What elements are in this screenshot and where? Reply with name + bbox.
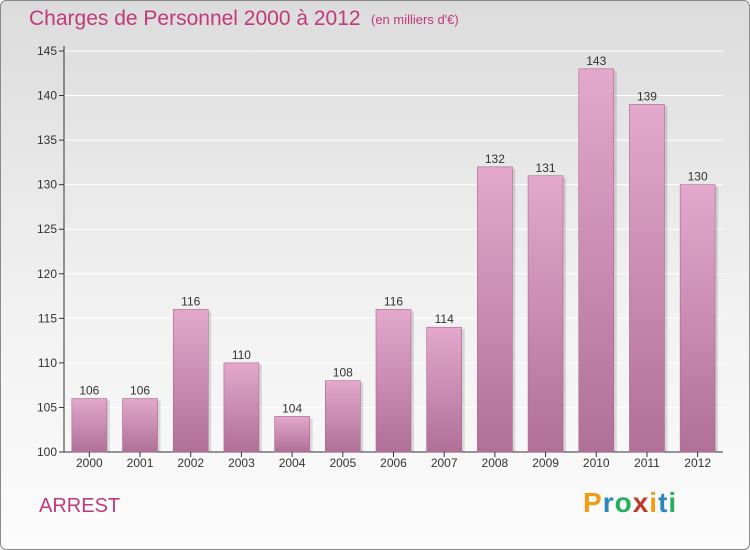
bar [527, 175, 564, 453]
y-tick-label: 110 [38, 356, 57, 370]
logo-letter: r [602, 487, 615, 518]
y-tick-label: 145 [37, 44, 57, 58]
y-tick-label: 100 [37, 445, 57, 459]
x-tick-label: 2005 [329, 456, 356, 470]
bar-value-label: 108 [333, 366, 353, 380]
bar-value-label: 130 [688, 170, 708, 184]
y-tick-label: 130 [37, 178, 57, 192]
bar [679, 184, 716, 453]
x-tick-label: 2010 [583, 456, 610, 470]
x-tick-label: 2009 [532, 456, 559, 470]
x-tick-label: 2003 [228, 456, 255, 470]
logo-letter: o [614, 487, 633, 518]
bar-value-label: 106 [130, 384, 150, 398]
bar-value-label: 139 [637, 89, 657, 103]
bar [223, 362, 260, 453]
bar [375, 309, 412, 453]
bar-value-label: 114 [435, 312, 454, 326]
bar-value-label: 132 [485, 152, 505, 166]
x-tick-label: 2006 [380, 456, 407, 470]
x-tick-label: 2004 [279, 456, 306, 470]
bar-value-label: 106 [79, 384, 99, 398]
y-tick-label: 135 [37, 133, 57, 147]
bar-value-label: 104 [282, 401, 302, 415]
x-tick-label: 2008 [482, 456, 509, 470]
x-tick-label: 2012 [684, 456, 711, 470]
bar [578, 68, 615, 453]
bar-value-label: 116 [384, 294, 403, 308]
bar [477, 166, 513, 453]
y-tick-label: 105 [37, 400, 57, 414]
chart-subtitle: (en milliers d'€) [371, 12, 459, 27]
bar-value-label: 116 [181, 294, 200, 308]
y-tick-label: 140 [37, 89, 57, 103]
logo-letter: i [668, 487, 678, 518]
logo-letter: i [649, 487, 659, 518]
x-tick-label: 2000 [76, 456, 103, 470]
y-tick-label: 115 [38, 311, 57, 325]
logo-letter: t [658, 487, 669, 518]
bar-value-label: 131 [536, 161, 556, 175]
bar [122, 398, 158, 453]
logo-letter: P [583, 487, 603, 518]
bar [629, 104, 665, 453]
y-tick-label: 125 [37, 222, 57, 236]
bar [172, 309, 209, 453]
bar [71, 398, 108, 453]
bar [274, 416, 310, 453]
x-tick-label: 2007 [431, 456, 458, 470]
x-tick-label: 2002 [177, 456, 204, 470]
bar-value-label: 110 [232, 348, 251, 362]
bar [426, 326, 462, 453]
commune-name: ARREST [39, 495, 121, 517]
x-tick-label: 2011 [634, 456, 660, 470]
chart-title: Charges de Personnel 2000 à 2012 [29, 7, 361, 30]
proxiti-logo: Proxiti [583, 487, 677, 519]
y-tick-label: 120 [37, 267, 57, 281]
bar-value-label: 143 [586, 54, 606, 68]
x-tick-label: 2001 [127, 456, 154, 470]
bar [325, 380, 361, 453]
logo-letter: x [632, 487, 650, 518]
